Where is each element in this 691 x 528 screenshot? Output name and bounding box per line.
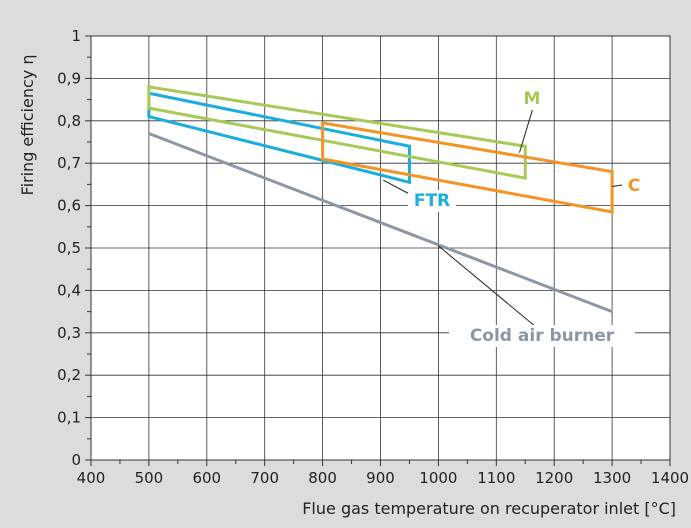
- x-tick-label: 400: [77, 469, 106, 487]
- x-tick-label: 1000: [419, 469, 457, 487]
- y-tick-labels: 0 0,1 0,2 0,3 0,4 0,5 0,6 0,7 0,8 0,9 1: [57, 27, 81, 469]
- x-tick-label: 1300: [593, 469, 631, 487]
- y-tick-label: 0,8: [57, 112, 81, 130]
- y-axis-label: Firing efficiency η: [18, 55, 37, 196]
- y-tick-label: 0,6: [57, 197, 81, 215]
- series-layer: [147, 85, 614, 314]
- series-m: [147, 85, 527, 180]
- label-ftr: FTR: [414, 191, 450, 211]
- x-axis-label: Flue gas temperature on recuperator inle…: [302, 499, 676, 518]
- x-tick-label: 700: [250, 469, 279, 487]
- x-tick-label: 1400: [651, 469, 689, 487]
- x-tick-label: 900: [366, 469, 395, 487]
- leader-c: [612, 184, 623, 188]
- y-tick-label: 0,5: [57, 239, 81, 257]
- label-bg-ftr: [408, 190, 456, 212]
- x-tick-label: 1100: [477, 469, 515, 487]
- series-c: [321, 121, 614, 214]
- y-tick-label: 0: [71, 451, 81, 469]
- label-bg-m: [519, 88, 545, 110]
- plot-frame: [90, 35, 671, 461]
- axes: [85, 35, 671, 466]
- x-tick-label: 1200: [535, 469, 573, 487]
- label-bg-c: [622, 175, 646, 197]
- y-tick-label: 0,2: [57, 366, 81, 384]
- leader-m: [518, 107, 534, 153]
- series-labels: Cold air burner FTR M C: [408, 88, 646, 347]
- y-tick-label: 0,9: [57, 69, 81, 87]
- leader-cold-air-burner: [438, 245, 543, 333]
- y-tick-label: 0,4: [57, 281, 81, 299]
- label-bg-cold-air-burner: [449, 325, 635, 347]
- y-tick-label: 0,3: [57, 324, 81, 342]
- grid: [91, 36, 670, 460]
- x-tick-label: 500: [135, 469, 164, 487]
- y-tick-label: 1: [71, 27, 81, 45]
- x-tick-labels: 400 500 600 700 800 900 1000 1100 1200 1300 1400: [77, 469, 689, 487]
- y-tick-label: 0,1: [57, 409, 81, 427]
- x-tick-label: 800: [308, 469, 337, 487]
- x-tick-label: 600: [192, 469, 221, 487]
- label-m: M: [524, 89, 541, 109]
- y-tick-label: 0,7: [57, 154, 81, 172]
- label-cold-air-burner: Cold air burner: [470, 326, 615, 346]
- series-cold-air-burner: [148, 132, 613, 314]
- label-c: C: [628, 176, 640, 196]
